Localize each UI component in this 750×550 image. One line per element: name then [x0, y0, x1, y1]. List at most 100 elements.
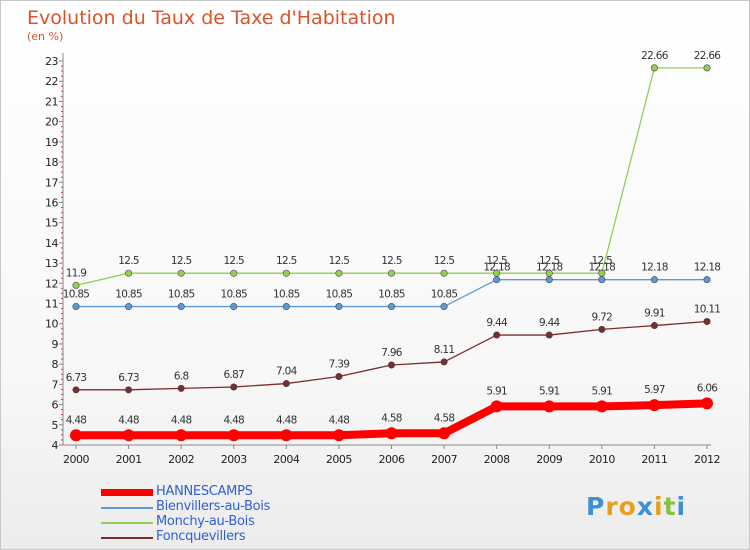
data-label: 6.06 — [697, 382, 719, 394]
data-label: 4.48 — [171, 414, 192, 426]
data-point — [177, 303, 185, 311]
data-point — [701, 397, 713, 410]
legend-label-foncquevillers: Foncquevillers — [156, 529, 246, 544]
data-point — [545, 331, 553, 339]
x-tick-label: 2005 — [326, 453, 352, 466]
y-tick-label: 10 — [45, 318, 58, 331]
logo-letter: i — [676, 492, 687, 521]
chart-title: Evolution du Taux de Taxe d'Habitation — [27, 7, 396, 29]
data-label: 5.91 — [486, 385, 507, 397]
data-point — [335, 303, 343, 311]
data-point — [177, 269, 185, 277]
series-line — [75, 67, 708, 286]
legend-swatch-hannescamps — [101, 489, 153, 496]
data-label: 12.18 — [483, 262, 510, 274]
legend-label-bienvillers: Bienvillers-au-Bois — [156, 499, 271, 514]
data-label: 5.91 — [592, 385, 613, 397]
data-label: 4.58 — [381, 412, 402, 424]
data-point — [387, 361, 395, 369]
data-point — [648, 399, 661, 412]
logo-letter: i — [654, 492, 664, 521]
y-tick-label: 21 — [45, 95, 58, 108]
data-point — [703, 64, 711, 72]
x-tick-label: 2004 — [273, 453, 299, 466]
y-tick-label: 12 — [45, 277, 58, 290]
chart-unit: (en %) — [27, 30, 64, 43]
x-tick-label: 2006 — [379, 453, 405, 466]
data-label: 12.5 — [539, 255, 560, 267]
data-point — [125, 303, 133, 311]
data-label: 9.72 — [592, 311, 613, 323]
data-label: 10.85 — [168, 289, 195, 301]
data-label: 12.5 — [171, 255, 192, 267]
data-label: 10.85 — [326, 289, 353, 301]
logo-letter: P — [586, 492, 606, 521]
data-point — [230, 303, 238, 311]
legend-swatch-bienvillers — [101, 507, 153, 509]
logo-letter: r — [605, 492, 619, 521]
proxiti-logo: Proxiti — [586, 492, 686, 521]
data-label: 4.48 — [329, 414, 350, 426]
y-tick-label: 19 — [45, 136, 58, 149]
y-tick-label: 7 — [52, 378, 59, 391]
data-point — [230, 269, 238, 277]
data-label: 11.9 — [66, 267, 87, 279]
data-label: 4.48 — [223, 414, 244, 426]
data-point — [387, 303, 395, 311]
data-label: 22.66 — [641, 50, 669, 62]
data-label: 10.11 — [694, 304, 721, 316]
data-label: 12.5 — [434, 255, 455, 267]
data-point — [598, 276, 606, 284]
x-tick-label: 2008 — [484, 453, 510, 466]
legend-swatch-monchy — [101, 522, 153, 524]
data-label: 12.18 — [641, 262, 668, 274]
data-label: 12.5 — [592, 255, 613, 267]
legend-label-monchy: Monchy-au-Bois — [156, 514, 255, 529]
data-label: 12.18 — [589, 262, 616, 274]
data-label: 10.85 — [63, 289, 90, 301]
data-point — [438, 427, 451, 440]
y-tick-label: 8 — [52, 358, 59, 371]
y-tick-label: 20 — [45, 116, 58, 129]
data-point — [595, 400, 608, 413]
data-point — [440, 358, 448, 366]
data-point — [175, 429, 188, 442]
data-point — [543, 400, 556, 413]
legend-swatch-foncquevillers — [101, 537, 153, 539]
data-point — [227, 429, 240, 442]
data-label: 10.85 — [431, 289, 458, 301]
legend-label-hannescamps: HANNESCAMPS — [156, 484, 253, 499]
data-label: 7.96 — [381, 347, 403, 359]
data-point — [703, 276, 711, 284]
data-label: 6.73 — [118, 372, 139, 384]
data-label: 10.85 — [273, 289, 300, 301]
data-point — [230, 383, 238, 391]
data-label: 5.97 — [644, 384, 665, 396]
data-point — [125, 386, 133, 394]
data-point — [122, 429, 135, 442]
data-point — [335, 372, 343, 380]
data-label: 5.91 — [539, 385, 560, 397]
data-labels: 4.48 4.48 4.48 4.48 4.48 4.48 4.58 4.58 5.91 5.91… — [63, 50, 722, 426]
data-label: 7.39 — [329, 358, 350, 370]
data-point — [72, 386, 80, 394]
y-tick-label: 9 — [52, 338, 59, 351]
data-point — [490, 400, 503, 413]
data-point — [385, 427, 398, 440]
x-tick-label: 2002 — [168, 453, 194, 466]
data-label: 6.87 — [223, 369, 244, 381]
x-tick-label: 2000 — [63, 453, 89, 466]
data-label: 9.44 — [486, 317, 508, 329]
data-point — [493, 331, 501, 339]
series-layer — [70, 64, 713, 442]
data-point — [440, 269, 448, 277]
y-tick-label: 6 — [52, 399, 59, 412]
data-point — [282, 269, 290, 277]
data-point — [703, 318, 711, 326]
y-tick-label: 4 — [52, 439, 59, 452]
y-tick-label: 18 — [45, 156, 58, 169]
data-point — [72, 281, 80, 289]
data-point — [387, 269, 395, 277]
x-tick-label: 2012 — [694, 453, 720, 466]
